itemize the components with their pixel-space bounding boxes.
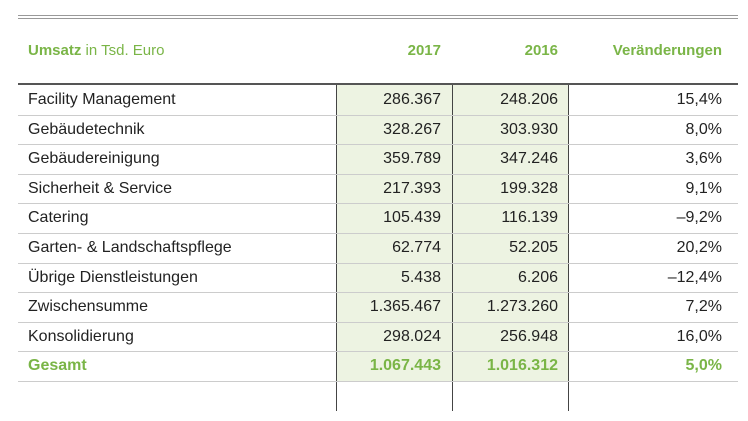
- title-rest: in Tsd. Euro: [85, 42, 165, 59]
- row-label: Gebäudereinigung: [28, 150, 160, 168]
- cell-value: –9,2%: [676, 209, 722, 227]
- cell-value: 16,0%: [676, 327, 722, 345]
- cell-value: 20,2%: [676, 239, 722, 256]
- row-rule: [18, 292, 738, 294]
- cell-value: –12,4%: [667, 268, 722, 286]
- top-rule: [18, 15, 738, 16]
- cell-value: 9,1%: [685, 179, 722, 197]
- row-label: Gesamt: [28, 357, 87, 375]
- cell-value: 105.439: [383, 209, 441, 227]
- cell-value: 5,0%: [685, 357, 722, 375]
- cell-value: 1.016.312: [486, 357, 558, 375]
- row-rule: [18, 144, 738, 146]
- row-rule: [18, 173, 738, 175]
- cell-value: 116.139: [501, 209, 558, 227]
- cell-value: 52.205: [509, 239, 558, 256]
- cell-value: 217.393: [383, 179, 441, 197]
- cell-value: 8,0%: [685, 120, 722, 138]
- column-header: 2017: [407, 42, 441, 59]
- cell-value: 6.206: [517, 268, 558, 286]
- cell-value: 256.948: [500, 327, 558, 345]
- cell-value: 1.067.443: [369, 357, 441, 375]
- cell-value: 1.365.467: [369, 298, 441, 316]
- cell-value: 5.438: [400, 268, 441, 286]
- cell-value: 199.328: [500, 179, 558, 197]
- row-rule: [18, 114, 738, 116]
- cell-value: 7,2%: [685, 298, 722, 316]
- row-label: Übrige Dienstleistungen: [28, 268, 198, 286]
- cell-value: 286.367: [383, 91, 441, 108]
- column-divider: [336, 85, 337, 411]
- row-label: Konsolidierung: [28, 327, 134, 345]
- row-label: Facility Management: [28, 91, 176, 108]
- cell-value: 347.246: [500, 150, 558, 168]
- cell-value: 3,6%: [685, 150, 722, 168]
- row-rule: [18, 351, 738, 353]
- cell-value: 15,4%: [676, 91, 722, 108]
- cell-value: 359.789: [383, 150, 441, 168]
- cell-value: 62.774: [392, 239, 441, 256]
- row-rule: [18, 203, 738, 205]
- row-label: Garten- & Landschaftspflege: [28, 239, 232, 256]
- row-label: Catering: [28, 209, 89, 227]
- title-bold: Umsatz: [28, 42, 82, 59]
- top-rule: [18, 18, 738, 19]
- header-rule: [18, 83, 738, 85]
- row-rule: [18, 233, 738, 234]
- column-divider: [452, 85, 453, 411]
- row-rule: [18, 321, 738, 323]
- row-rule: [18, 381, 738, 382]
- table-title: Umsatz in Tsd. Euro: [28, 40, 164, 62]
- row-label: Zwischensumme: [28, 298, 149, 316]
- column-header: 2016: [524, 42, 558, 59]
- row-rule: [18, 262, 738, 264]
- cell-value: 248.206: [500, 91, 558, 108]
- cell-value: 298.024: [383, 327, 441, 345]
- cell-value: 1.273.260: [486, 298, 558, 316]
- column-header: Veränderungen: [612, 42, 722, 59]
- column-divider: [568, 85, 569, 411]
- row-label: Sicherheit & Service: [28, 179, 173, 197]
- cell-value: 328.267: [383, 120, 441, 138]
- cell-value: 303.930: [500, 120, 558, 138]
- row-label: Gebäudetechnik: [28, 120, 145, 138]
